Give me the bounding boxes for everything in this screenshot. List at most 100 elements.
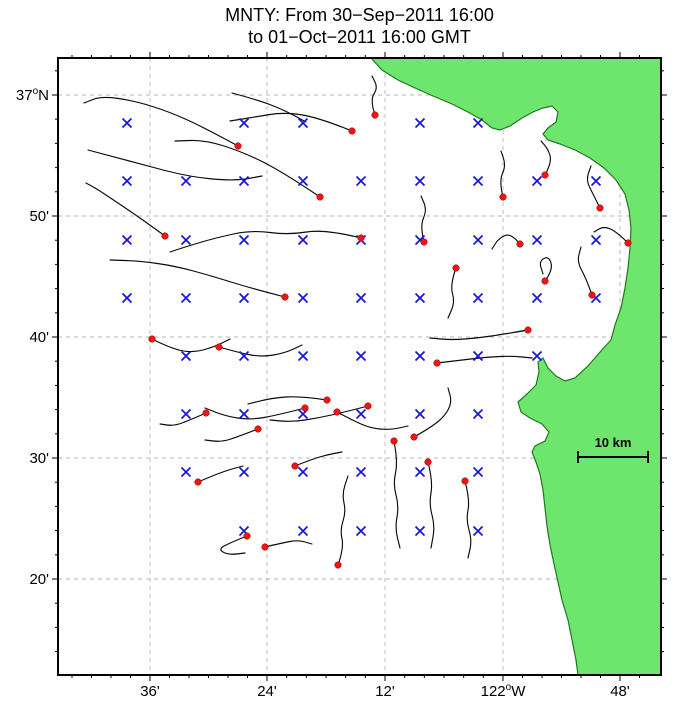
trajectory-path	[247, 396, 328, 405]
trajectory-path	[151, 338, 231, 353]
drifter-end-dot-marker	[588, 291, 596, 299]
scale-bar-label: 10 km	[595, 435, 632, 450]
drifter-grid-x-marker	[472, 350, 484, 362]
drifter-end-dot-marker	[254, 425, 262, 433]
drifter-grid-x-marker	[472, 117, 484, 129]
drifter-end-dot-marker	[148, 335, 156, 343]
drifter-grid-x-marker	[472, 525, 484, 537]
figure-title-line1: MNTY: From 30−Sep−2011 16:00	[225, 5, 494, 25]
drifter-end-dot-marker	[541, 277, 549, 285]
trajectory-path	[204, 407, 306, 420]
x-axis-tick-label: 122oW	[481, 682, 527, 700]
drifter-end-dot-marker	[281, 293, 289, 301]
trajectory-path	[393, 440, 401, 549]
drifter-end-dot-marker	[433, 359, 441, 367]
trajectory-path	[337, 475, 349, 566]
drifter-end-dot-marker	[323, 396, 331, 404]
drifter-grid-x-marker	[355, 408, 367, 420]
figure-title-line2: to 01−Oct−2011 16:00 GMT	[248, 27, 471, 47]
drifter-end-dot-marker	[516, 240, 524, 248]
drifter-grid-markers	[121, 117, 602, 537]
trajectory-path	[197, 465, 244, 483]
drifter-grid-x-marker	[414, 292, 426, 304]
drifter-grid-x-marker	[531, 350, 543, 362]
drifter-end-dot-marker	[334, 561, 342, 569]
drifter-grid-x-marker	[180, 408, 192, 420]
trajectory-path	[540, 140, 552, 176]
axis-tick-labels: 36' 24' 12' 122oW 48' 37oN 50' 40' 30' 20'	[16, 86, 630, 700]
trajectory-path	[427, 461, 435, 549]
drifter-end-dot-marker	[499, 193, 507, 201]
drifter-end-dot-marker	[261, 543, 269, 551]
drifter-grid-x-marker	[238, 350, 250, 362]
drifter-grid-x-marker	[238, 117, 250, 129]
figure-title: MNTY: From 30−Sep−2011 16:00 to 01−Oct−2…	[58, 4, 661, 48]
drifter-grid-x-marker	[355, 292, 367, 304]
drifter-grid-x-marker	[414, 525, 426, 537]
drifter-end-dot-marker	[424, 458, 432, 466]
drifter-grid-x-marker	[238, 408, 250, 420]
drifter-grid-x-marker	[472, 234, 484, 246]
drifter-end-dot-marker	[348, 127, 356, 135]
trajectory-path	[593, 226, 629, 244]
drifter-end-dot-marker	[202, 409, 210, 417]
drifter-end-dot-marker	[215, 343, 223, 351]
drifter-end-dot-marker	[194, 478, 202, 486]
drifter-grid-x-marker	[180, 466, 192, 478]
drifter-grid-x-marker	[472, 292, 484, 304]
drifter-grid-x-marker	[414, 466, 426, 478]
drifter-grid-x-marker	[297, 175, 309, 187]
drifter-grid-x-marker	[238, 175, 250, 187]
drifter-end-markers	[148, 111, 632, 569]
drifter-grid-x-marker	[590, 234, 602, 246]
x-axis-tick-label: 48'	[610, 683, 630, 700]
drifter-grid-x-marker	[414, 350, 426, 362]
drifter-end-dot-marker	[243, 532, 251, 540]
drifter-grid-x-marker	[297, 525, 309, 537]
y-axis-tick-label: 37oN	[16, 86, 49, 104]
trajectory-path	[464, 480, 472, 559]
drifter-grid-x-marker	[297, 292, 309, 304]
drifter-end-dot-marker	[461, 477, 469, 485]
drifter-grid-x-marker	[121, 292, 133, 304]
drifter-grid-x-marker	[355, 175, 367, 187]
drifter-end-dot-marker	[161, 232, 169, 240]
trajectories	[83, 75, 629, 566]
x-axis-tick-label: 12'	[375, 683, 395, 700]
drifter-grid-x-marker	[297, 117, 309, 129]
trajectory-path	[500, 150, 506, 198]
trajectory-path	[231, 92, 307, 123]
trajectory-path	[83, 96, 239, 147]
trajectory-path	[586, 165, 601, 209]
drifter-grid-x-marker	[180, 234, 192, 246]
x-axis-tick-label: 24'	[257, 683, 277, 700]
trajectory-path	[577, 246, 593, 296]
drifter-end-dot-marker	[333, 408, 341, 416]
y-axis-tick-label: 40'	[29, 329, 49, 346]
drifter-end-dot-marker	[524, 326, 532, 334]
trajectory-path	[371, 75, 377, 116]
y-axis-tick-label: 50'	[29, 208, 49, 225]
drifter-end-dot-marker	[364, 402, 372, 410]
drifter-end-dot-marker	[301, 404, 309, 412]
drifter-end-dot-marker	[541, 171, 549, 179]
drifter-grid-x-marker	[531, 234, 543, 246]
axes-box	[57, 57, 662, 676]
y-axis-tick-label: 20'	[29, 571, 49, 588]
drifter-end-dot-marker	[410, 433, 418, 441]
drifter-grid-x-marker	[297, 466, 309, 478]
coastline-polygon	[370, 58, 661, 675]
drifter-grid-x-marker	[297, 350, 309, 362]
drifter-end-dot-marker	[357, 234, 365, 242]
drifter-grid-x-marker	[180, 175, 192, 187]
drifter-end-dot-marker	[596, 204, 604, 212]
drifter-end-dot-marker	[420, 238, 428, 246]
drifter-grid-x-marker	[180, 292, 192, 304]
trajectory-path	[436, 355, 533, 364]
drifter-end-dot-marker	[371, 111, 379, 119]
drifter-end-dot-marker	[452, 264, 460, 272]
drifter-grid-x-marker	[238, 234, 250, 246]
trajectory-path	[429, 329, 529, 341]
